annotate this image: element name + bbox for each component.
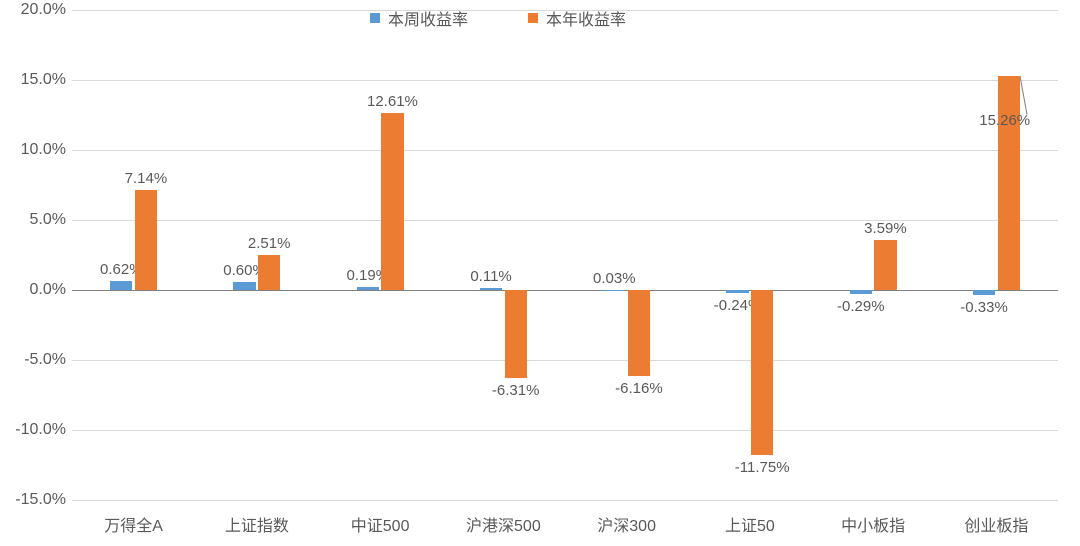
bar-weekly	[850, 290, 872, 294]
bar-yearly	[628, 290, 650, 376]
x-axis-label: 创业板指	[964, 512, 1028, 536]
value-label: -0.33%	[960, 299, 1008, 316]
callout-line	[1019, 77, 1027, 115]
category-group: 0.19%12.61%	[319, 10, 442, 500]
y-tick-label: 20.0%	[21, 1, 66, 19]
legend-label: 本周收益率	[388, 6, 468, 30]
value-label: 7.14%	[125, 170, 168, 187]
y-tick-label: 0.0%	[30, 281, 66, 299]
value-label: -6.16%	[615, 380, 663, 397]
x-axis-label: 万得全A	[104, 512, 163, 536]
bar-yearly	[505, 290, 527, 378]
category-group: -0.29% 3.59%	[812, 10, 935, 500]
x-axis-label: 中小板指	[841, 512, 905, 536]
category-group: -0.33% 15.26%	[935, 10, 1058, 500]
legend-swatch	[528, 13, 538, 23]
bar-yearly	[258, 255, 280, 290]
value-label: 2.51%	[248, 235, 291, 252]
y-tick-label: 15.0%	[21, 71, 66, 89]
category-group: -0.24%-11.75%	[688, 10, 811, 500]
bar-yearly	[381, 113, 403, 290]
value-label: -11.75%	[735, 459, 790, 476]
y-tick-label: -10.0%	[15, 421, 66, 439]
y-tick-label: -5.0%	[24, 351, 66, 369]
plot-area: -15.0%-10.0%-5.0%0.0%5.0%10.0%15.0%20.0%…	[72, 10, 1058, 500]
gridline	[72, 500, 1058, 501]
legend-swatch	[370, 13, 380, 23]
value-label: 15.26%	[979, 112, 1030, 129]
value-label: 3.59%	[864, 220, 907, 237]
bar-weekly	[233, 282, 255, 290]
value-label: 0.11%	[470, 268, 511, 285]
x-axis-label: 上证50	[725, 512, 775, 536]
legend-label: 本年收益率	[546, 6, 626, 30]
category-group: 0.62%7.14%	[72, 10, 195, 500]
value-label: 0.03%	[593, 270, 636, 287]
legend: 本周收益率 本年收益率	[370, 6, 626, 30]
x-axis-label: 中证500	[351, 512, 410, 536]
bar-weekly	[973, 290, 995, 295]
category-group: 0.60%2.51%	[195, 10, 318, 500]
bar-yearly	[751, 290, 773, 455]
category-group: 0.11% -6.31%	[442, 10, 565, 500]
value-label: -0.29%	[837, 298, 885, 315]
value-label: -6.31%	[492, 382, 540, 399]
x-axis-label: 沪港深500	[466, 512, 541, 536]
y-tick-label: -15.0%	[15, 491, 66, 509]
bar-yearly	[998, 76, 1020, 290]
bar-yearly	[874, 240, 896, 290]
y-tick-label: 10.0%	[21, 141, 66, 159]
bar-weekly	[726, 290, 748, 293]
x-axis-label: 沪深300	[597, 512, 656, 536]
category-group: 0.03% -6.16%	[565, 10, 688, 500]
bar-yearly	[135, 190, 157, 290]
bar-weekly	[110, 281, 132, 290]
legend-item: 本周收益率	[370, 6, 468, 30]
bar-weekly	[480, 288, 502, 290]
y-tick-label: 5.0%	[30, 211, 66, 229]
returns-bar-chart: -15.0% -10.0% -5.0% 0.0% 5.0% 10.0% 15.0% 20.0%…	[0, 0, 1080, 546]
bar-weekly	[357, 287, 379, 290]
value-label: 12.61%	[367, 93, 418, 110]
x-axis-label: 上证指数	[225, 512, 289, 536]
legend-item: 本年收益率	[528, 6, 626, 30]
